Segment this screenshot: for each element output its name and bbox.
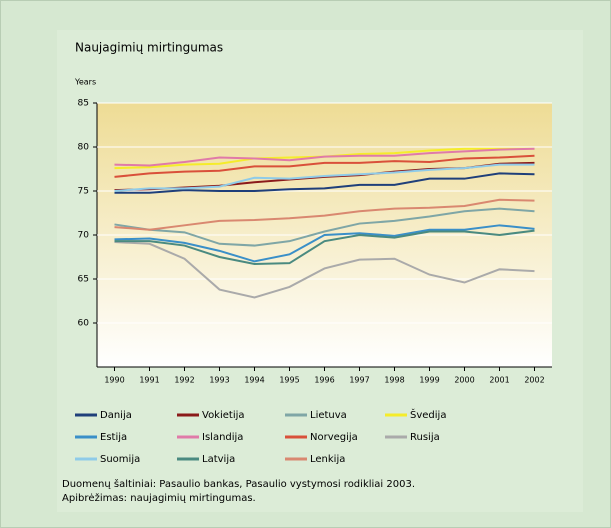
series-line bbox=[114, 147, 535, 167]
x-tick-label: 1992 bbox=[174, 376, 194, 385]
series-line bbox=[114, 224, 535, 263]
legend-label: Danija bbox=[100, 410, 132, 421]
x-tick-label: 2002 bbox=[524, 376, 544, 385]
legend-label: Suomija bbox=[100, 454, 140, 465]
y-tick-label: 75 bbox=[78, 187, 89, 197]
note: Duomenų šaltiniai: Pasaulio bankas, Pasa… bbox=[62, 478, 415, 490]
series-line bbox=[114, 163, 535, 192]
legend-label: Lietuva bbox=[310, 410, 347, 421]
legend-label: Rusija bbox=[410, 432, 440, 443]
legend-label: Norvegija bbox=[310, 432, 358, 443]
x-tick-label: 1993 bbox=[209, 376, 229, 385]
chart-title: Naujagimių mirtingumas bbox=[75, 41, 223, 55]
x-tick-label: 2001 bbox=[489, 376, 509, 385]
series-line bbox=[114, 241, 535, 299]
y-axis-label: Years bbox=[74, 78, 96, 87]
series-line bbox=[114, 229, 535, 266]
series-line bbox=[114, 198, 535, 231]
x-tick-label: 1999 bbox=[419, 376, 439, 385]
y-tick-label: 85 bbox=[78, 99, 89, 109]
x-tick-label: 1997 bbox=[349, 376, 369, 385]
series-line bbox=[114, 154, 535, 178]
note: Apibrėžimas: naujagimių mirtingumas. bbox=[62, 492, 256, 504]
x-tick-label: 1998 bbox=[384, 376, 404, 385]
x-tick-label: 1996 bbox=[314, 376, 334, 385]
x-tick-label: 1990 bbox=[104, 376, 124, 385]
x-tick-label: 1994 bbox=[244, 376, 264, 385]
y-tick-label: 65 bbox=[78, 275, 89, 285]
legend-label: Islandija bbox=[202, 432, 243, 443]
y-tick-label: 60 bbox=[78, 319, 90, 329]
x-tick-label: 1991 bbox=[139, 376, 159, 385]
legend-label: Estija bbox=[100, 432, 127, 443]
legend-label: Lenkija bbox=[310, 454, 345, 465]
x-tick-label: 2000 bbox=[454, 376, 474, 385]
series-line bbox=[114, 172, 535, 194]
legend-label: Latvija bbox=[202, 454, 235, 465]
x-tick-label: 1995 bbox=[279, 376, 299, 385]
y-tick-label: 70 bbox=[78, 231, 90, 241]
y-tick-label: 80 bbox=[78, 143, 90, 153]
series-line bbox=[114, 207, 535, 247]
legend-label: Švedija bbox=[410, 408, 446, 421]
legend-label: Vokietija bbox=[202, 410, 245, 421]
